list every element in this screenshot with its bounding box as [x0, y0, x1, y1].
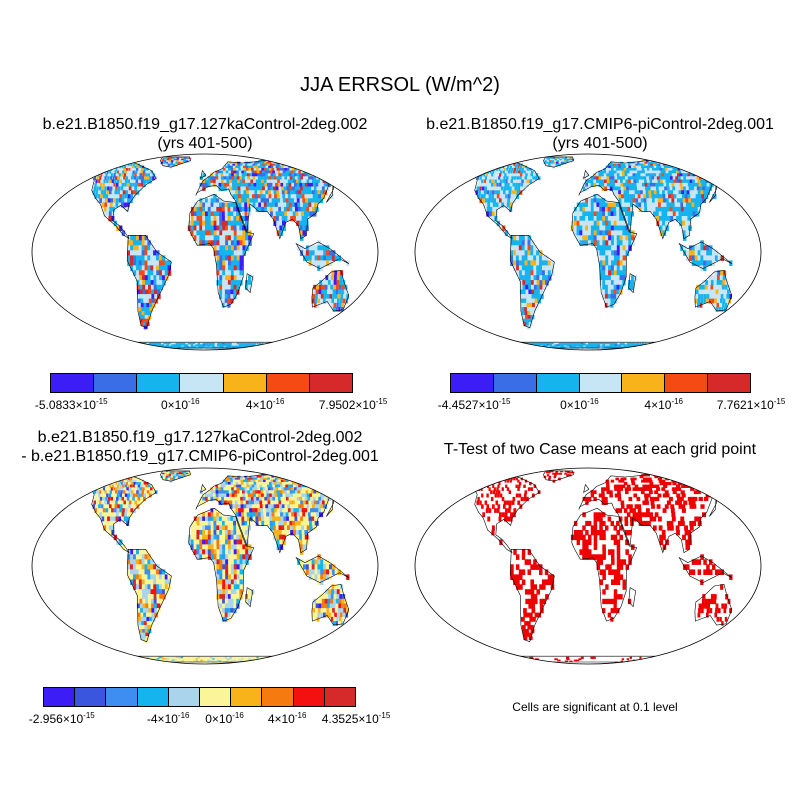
colorbar-swatch: [168, 688, 201, 706]
colorbar-swatch: [200, 688, 232, 706]
coastline: [188, 507, 255, 622]
map-grid-cells: [440, 470, 740, 663]
colorbar-tick-label: 4×10-16: [644, 397, 683, 412]
coastline: [311, 583, 350, 626]
coastline: [195, 158, 357, 240]
coastline: [628, 587, 637, 608]
coastline: [195, 472, 357, 554]
colorbar-swatch: [51, 374, 95, 392]
map-grid-cells: [440, 156, 740, 349]
coastline: [571, 193, 638, 308]
colorbar-swatch: [451, 374, 494, 392]
panel4-title: T-Test of two Case means at each grid po…: [443, 441, 757, 458]
colorbar-swatch: [622, 374, 666, 392]
coastline: [509, 549, 555, 643]
colorbar-swatch: [75, 688, 107, 706]
panel3-map: [31, 467, 379, 665]
panel3-title-line1: b.e21.B1850.f19_g17.127kaControl-2deg.00…: [37, 429, 363, 446]
colorbar-tick-label: -5.0833×10-15: [34, 397, 108, 412]
panel1-map: [31, 153, 379, 351]
map-border: [414, 467, 762, 665]
coastline: [188, 193, 255, 308]
coastline: [295, 241, 350, 270]
map-grid-cells: [57, 156, 357, 349]
coastline: [578, 472, 740, 554]
colorbar-tick-label: -4×10-16: [146, 711, 190, 726]
map-grid-cells: [57, 470, 357, 663]
map-border: [414, 153, 762, 351]
panel1-title-line1: b.e21.B1850.f19_g17.127kaControl-2deg.00…: [42, 116, 368, 133]
coastline: [311, 269, 350, 312]
colorbar-tick-label: 0×10-16: [160, 397, 200, 412]
coastline: [245, 273, 254, 294]
panel2-title-line2: (yrs 401-500): [552, 135, 648, 152]
colorbar-swatch: [231, 688, 263, 706]
colorbar-tick-label: 7.9502×10-15: [318, 397, 388, 412]
colorbar-tick-label: 4.3525×10-15: [321, 711, 391, 726]
panel2-title-line1: b.e21.B1850.f19_g17.CMIP6-piControl-2deg…: [426, 116, 774, 133]
coastline: [694, 269, 733, 312]
map-border: [31, 467, 379, 665]
colorbar-swatch: [44, 688, 76, 706]
colorbar-swatch: [708, 374, 751, 392]
colorbar-tick-label: -4.4527×10-15: [437, 397, 511, 412]
coastline: [126, 549, 172, 643]
colorbar-swatch: [262, 688, 294, 706]
coastline: [160, 156, 191, 168]
coastline: [628, 273, 637, 294]
colorbar-swatch: [309, 374, 352, 392]
coastline: [583, 169, 590, 180]
coastline: [446, 160, 540, 239]
map-border: [31, 153, 379, 351]
colorbar-tick-label: 0×10-16: [205, 711, 244, 726]
colorbar-swatch: [665, 374, 709, 392]
significance-note: Cells are significant at 0.1 level: [512, 700, 678, 714]
colorbar-tick-label: 4×10-16: [267, 711, 307, 726]
colorbar-tick-label: 4×10-16: [245, 397, 285, 412]
coastline: [440, 655, 736, 663]
coastline: [543, 156, 574, 168]
colorbar-swatch: [223, 374, 267, 392]
colorbar-swatch: [493, 374, 537, 392]
colorbar-swatch: [266, 374, 310, 392]
colorbar-swatch: [94, 374, 138, 392]
coastline: [126, 235, 172, 329]
panel1-title-line2: (yrs 401-500): [157, 135, 253, 152]
colorbar-swatch: [137, 374, 181, 392]
coastline: [63, 474, 157, 553]
panel2-map: [414, 153, 762, 351]
coastline: [160, 470, 191, 482]
coastline: [583, 483, 590, 494]
colorbar-swatch: [579, 374, 623, 392]
main-title: JJA ERRSOL (W/m^2): [300, 74, 500, 96]
coastline: [578, 158, 740, 240]
colorbar-swatch: [137, 688, 169, 706]
colorbar-swatch: [180, 374, 224, 392]
panel3-colorbar: [43, 687, 356, 707]
coastline: [446, 474, 540, 553]
colorbar-tick-label: -2.956×10-15: [28, 711, 95, 726]
panel3-title-line2: - b.e21.B1850.f19_g17.CMIP6-piControl-2d…: [21, 448, 379, 465]
coastline: [245, 587, 254, 608]
coastline: [200, 169, 207, 180]
colorbar-swatch: [536, 374, 580, 392]
coastline: [200, 483, 207, 494]
coastline: [709, 498, 717, 517]
colorbar-tick-label: 0×10-16: [560, 397, 599, 412]
coastline: [63, 160, 157, 239]
coastline: [678, 241, 733, 270]
coastline: [295, 555, 350, 584]
colorbar-swatch: [106, 688, 138, 706]
panel1-colorbar: [50, 373, 353, 393]
coastline: [509, 235, 555, 329]
colorbar-tick-label: 7.7621×10-15: [716, 397, 786, 412]
coastline: [678, 555, 733, 584]
coastline: [543, 470, 574, 482]
colorbar-swatch: [324, 688, 356, 706]
coastline: [571, 507, 638, 622]
panel4-map: [414, 467, 762, 665]
coastline: [694, 583, 733, 626]
colorbar-swatch: [293, 688, 325, 706]
panel2-colorbar: [450, 373, 751, 393]
